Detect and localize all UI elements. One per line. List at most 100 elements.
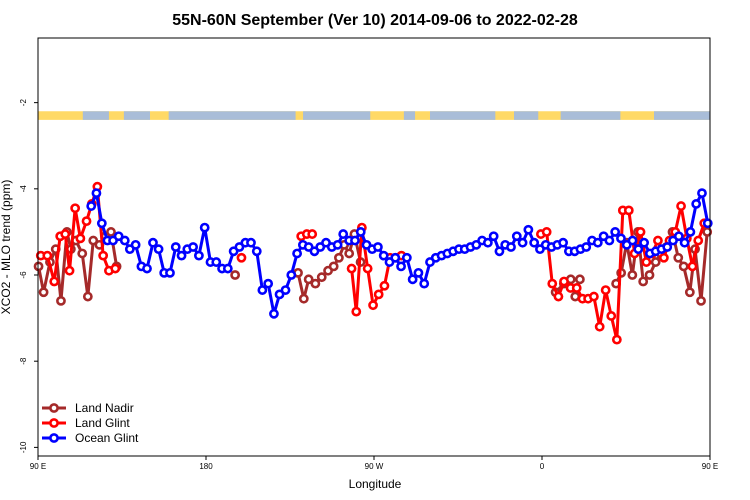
data-point [592,237,603,248]
data-point [82,291,93,302]
data-point [673,231,684,242]
data-point [86,201,97,211]
y-tick-label: -10 [19,441,28,453]
y-tick-label: -6 [19,271,28,279]
axis-ticks: 90 E 180 90 W 0 90 E -2 -4 -6 -8 -10 [19,99,718,471]
data-point [378,250,389,261]
data-point [413,267,424,278]
data-point [401,252,412,263]
data-point [110,263,121,274]
ocean-patch [654,111,710,120]
ocean-patch [303,111,371,120]
data-point [298,293,309,304]
data-point [286,270,297,280]
data-point [316,272,327,283]
data-point [338,229,349,239]
data-point [56,295,66,306]
series-land-glint [35,181,710,345]
data-point [269,308,279,319]
data-point [653,235,663,246]
data-point [81,216,92,227]
x-tick-label: 90 W [365,462,384,471]
data-point [611,334,622,345]
data-point [588,291,599,302]
data-point [623,205,634,216]
data-point [42,250,53,261]
data-point [691,199,702,209]
data-point [658,252,669,263]
data-point [541,227,552,237]
data-point [633,244,644,255]
data-point [251,246,262,257]
data-point [328,261,339,272]
data-point [165,267,175,278]
data-point [148,237,158,248]
legend-item-ocean-glint: Ocean Glint [42,431,139,445]
data-point [641,257,652,267]
data-point [351,306,362,317]
data-point [702,227,713,237]
data-point [511,231,522,242]
data-point [49,276,60,287]
data-point [571,283,582,293]
data-point [310,278,321,289]
series-layer [33,181,713,345]
x-tick-label: 180 [199,462,213,471]
data-point [332,239,343,250]
data-point [303,274,314,285]
data-point [558,237,568,248]
land-band [38,111,710,120]
ocean-patch [82,111,109,120]
x-tick-label: 90 E [702,462,718,471]
data-point [263,278,274,289]
data-point [280,285,291,295]
legend-marker [49,418,59,428]
data-point [188,242,199,252]
data-point [685,227,696,237]
data-point [368,300,378,311]
data-point [33,261,44,272]
data-point [355,227,366,237]
ocean-patch [403,111,416,120]
data-point [547,278,558,289]
y-axis-label: XCO2 - MLO trend (ppm) [0,180,13,315]
data-point [199,222,210,233]
ocean-patch [123,111,150,120]
data-point [407,274,418,285]
data-point [88,235,99,246]
data-point [697,188,707,199]
data-point [60,229,71,239]
data-point [38,287,49,298]
land-ocean-band [38,111,710,120]
data-point [96,218,107,229]
data-point [106,227,116,237]
ocean-patch [430,111,496,120]
data-point [600,285,611,295]
data-point [222,263,233,274]
data-point [673,252,684,263]
data-point [610,227,621,237]
legend-marker [49,403,59,413]
data-point [64,265,75,276]
data-point [373,242,383,252]
data-point [581,242,592,252]
data-point [130,239,141,250]
legend-marker [49,433,59,443]
plot-frame [37,37,711,457]
data-point [604,235,615,246]
data-point [75,233,86,244]
data-point [153,244,164,255]
x-axis-label: Longitude [349,477,402,491]
ocean-patch [168,111,296,120]
legend-label: Ocean Glint [75,431,139,445]
data-point [230,270,241,280]
data-point [257,285,268,295]
data-point [334,252,344,263]
data-point [679,237,690,248]
ocean-patch [560,111,621,120]
data-point [390,252,401,263]
data-point [194,250,204,261]
data-point [113,231,124,242]
data-point [373,289,384,300]
